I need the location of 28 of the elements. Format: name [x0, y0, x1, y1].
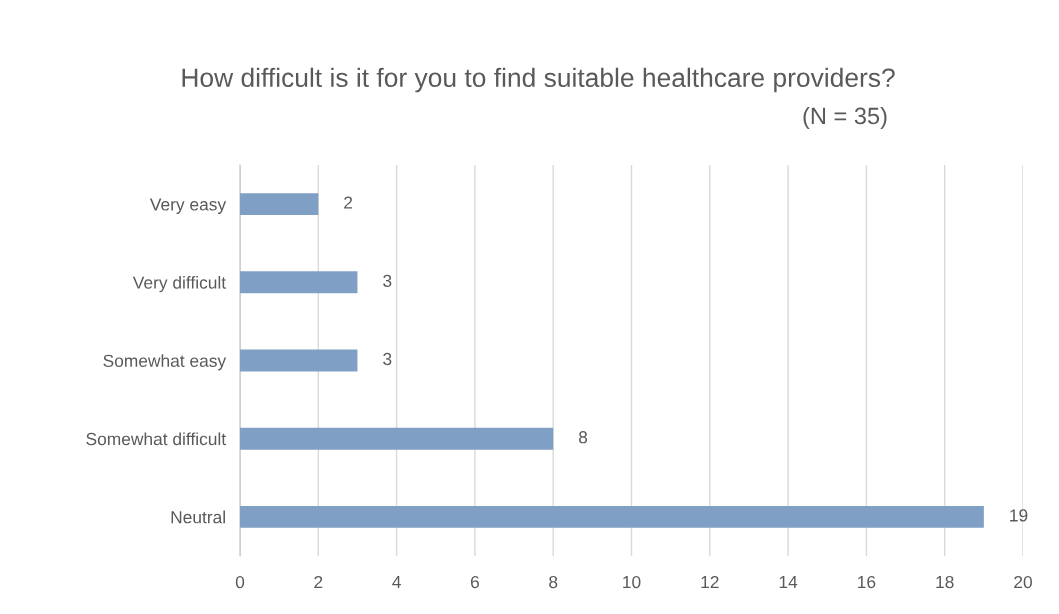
data-label: 2	[344, 196, 353, 209]
y-tick-label: Very easy	[149, 198, 227, 214]
y-tick-label: Neutral	[171, 510, 225, 524]
data-label: 3	[383, 352, 392, 366]
bar	[240, 349, 358, 372]
chart-subtitle: (N = 35)	[803, 107, 887, 129]
x-tick-label: 10	[623, 575, 641, 589]
y-tick-label: Somewhat difficult	[86, 432, 226, 446]
x-tick-label: 20	[1014, 575, 1032, 589]
x-tick-label: 16	[858, 575, 876, 589]
data-label: 19	[1010, 509, 1028, 522]
y-tick-label: Very difficult	[132, 276, 226, 293]
bar	[240, 505, 984, 528]
x-tick-label: 8	[549, 575, 558, 589]
chart-title: How difficult is it for you to find suitable healthcare providers?	[182, 67, 895, 93]
x-tick-label: 6	[470, 575, 479, 589]
x-tick-label: 14	[779, 576, 798, 589]
x-tick-label: 2	[314, 575, 323, 589]
bar	[240, 271, 358, 294]
data-label: 3	[383, 274, 392, 287]
bar	[240, 427, 554, 450]
x-tick-label: 18	[936, 575, 954, 589]
x-tick-label: 0	[235, 575, 245, 589]
y-tick-label: Somewhat easy	[103, 354, 227, 371]
x-tick-label: 4	[392, 576, 401, 589]
data-label: 8	[578, 431, 588, 444]
bar	[240, 193, 319, 216]
x-tick-label: 12	[701, 575, 719, 589]
